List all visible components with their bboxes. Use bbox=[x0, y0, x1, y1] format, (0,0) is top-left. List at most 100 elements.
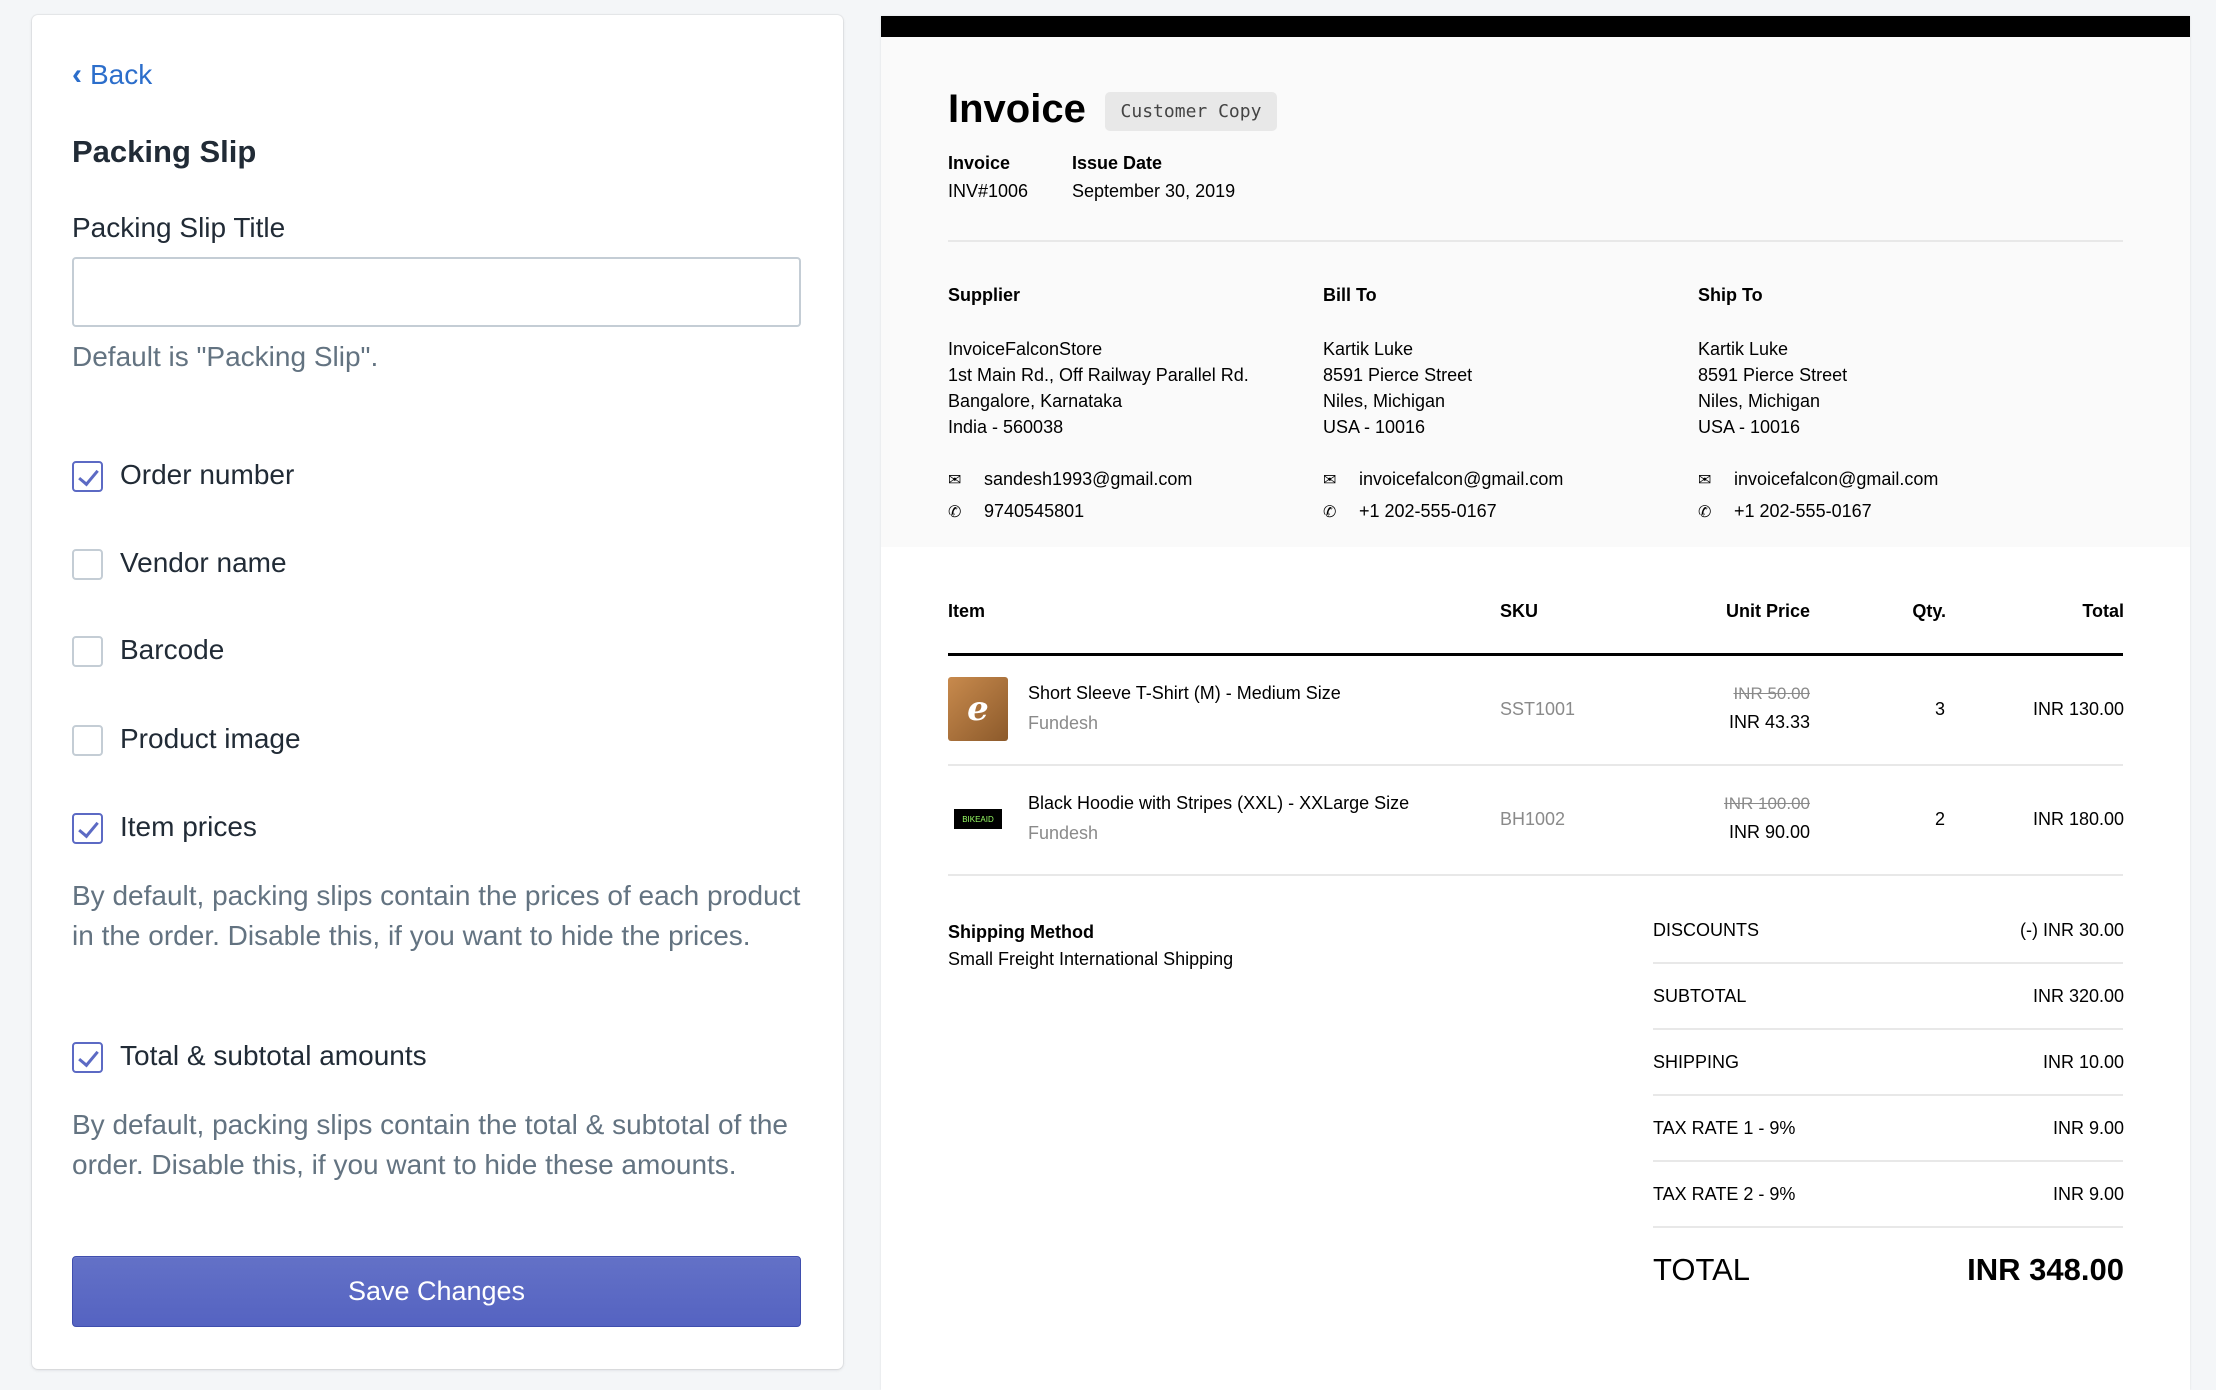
totals-help: By default, packing slips contain the to… bbox=[72, 1109, 788, 1180]
checkbox-0[interactable] bbox=[72, 461, 103, 492]
item-original-price: INR 50.00 bbox=[1733, 684, 1810, 703]
address-line: Niles, Michigan bbox=[1323, 391, 1446, 411]
address-line: InvoiceFalconStore bbox=[948, 339, 1103, 359]
product-image: e bbox=[948, 677, 1008, 741]
invoice-number: INV#1006 bbox=[948, 181, 1029, 201]
prices-help: By default, packing slips contain the pr… bbox=[72, 880, 801, 951]
item-qty: 3 bbox=[1935, 699, 1946, 719]
item-total: INR 130.00 bbox=[2032, 699, 2124, 719]
address-line: Kartik Luke bbox=[1323, 339, 1414, 359]
chevron-left-icon: ‹ bbox=[72, 58, 82, 91]
summary-label: SHIPPING bbox=[1653, 1052, 1740, 1072]
address-line: USA - 10016 bbox=[1698, 417, 1801, 437]
column-header: Unit Price bbox=[1725, 601, 1810, 621]
checkbox-label: Barcode bbox=[120, 634, 225, 665]
summary-divider bbox=[1653, 1094, 2123, 1096]
address-line: 1st Main Rd., Off Railway Parallel Rd. bbox=[948, 365, 1249, 385]
invoice-number-label: Invoice bbox=[948, 153, 1011, 173]
summary-label: TAX RATE 1 - 9% bbox=[1653, 1118, 1796, 1138]
customer-copy-badge: Customer Copy bbox=[1105, 92, 1277, 131]
save-changes-button[interactable]: Save Changes bbox=[72, 1256, 801, 1327]
title-help: Default is "Packing Slip". bbox=[72, 341, 379, 372]
packing-slip-title-input[interactable] bbox=[72, 257, 801, 327]
address-line: 8591 Pierce Street bbox=[1323, 365, 1473, 385]
item-name: Short Sleeve T-Shirt (M) - Medium Size bbox=[1028, 683, 1341, 703]
checkbox-label: Product image bbox=[120, 723, 301, 754]
issue-date: September 30, 2019 bbox=[1072, 181, 1236, 201]
item-name: Black Hoodie with Stripes (XXL) - XXLarg… bbox=[1028, 793, 1410, 813]
party-email: invoicefalcon@gmail.com bbox=[1734, 469, 1939, 489]
envelope-icon: ✉ bbox=[1323, 472, 1337, 489]
item-vendor: Fundesh bbox=[1028, 713, 1099, 733]
item-sku: SST1001 bbox=[1500, 699, 1576, 719]
row-divider bbox=[948, 874, 2123, 876]
phone-icon: ✆ bbox=[1323, 504, 1337, 521]
address-line: India - 560038 bbox=[948, 417, 1064, 437]
column-header: SKU bbox=[1500, 601, 1539, 621]
party-phone: +1 202-555-0167 bbox=[1359, 501, 1497, 521]
item-unit-price: INR 43.33 bbox=[1728, 712, 1810, 732]
summary-label: TAX RATE 2 - 9% bbox=[1653, 1184, 1796, 1204]
checkbox-2[interactable] bbox=[72, 636, 103, 667]
settings-card bbox=[32, 15, 843, 1369]
item-original-price: INR 100.00 bbox=[1724, 794, 1810, 813]
checkbox-label: Item prices bbox=[120, 811, 257, 842]
page-title: Packing Slip bbox=[72, 134, 257, 169]
summary-value: INR 320.00 bbox=[2032, 986, 2124, 1006]
address-line: Bangalore, Karnataka bbox=[948, 391, 1123, 411]
summary-divider bbox=[1653, 962, 2123, 964]
product-image: BIKEAID bbox=[954, 809, 1002, 829]
envelope-icon: ✉ bbox=[1698, 472, 1712, 489]
row-divider bbox=[948, 764, 2123, 766]
party-email: sandesh1993@gmail.com bbox=[984, 469, 1193, 489]
envelope-icon: ✉ bbox=[948, 472, 962, 489]
invoice-header bbox=[881, 37, 2190, 547]
invoice-top-bar bbox=[881, 16, 2190, 37]
invoice-title: Invoice bbox=[948, 87, 1086, 131]
summary-label: SUBTOTAL bbox=[1653, 986, 1747, 1006]
summary-value: INR 9.00 bbox=[2052, 1184, 2124, 1204]
item-unit-price: INR 90.00 bbox=[1728, 822, 1810, 842]
checkbox-label: Vendor name bbox=[120, 547, 287, 578]
party-email: invoicefalcon@gmail.com bbox=[1359, 469, 1564, 489]
item-total: INR 180.00 bbox=[2032, 809, 2124, 829]
summary-value: INR 10.00 bbox=[2042, 1052, 2124, 1072]
summary-divider bbox=[1653, 1226, 2123, 1228]
table-header-rule bbox=[948, 653, 2123, 656]
checkbox-label: Order number bbox=[120, 459, 295, 490]
item-qty: 2 bbox=[1935, 809, 1946, 829]
column-header: Item bbox=[948, 601, 986, 621]
issue-date-label: Issue Date bbox=[1072, 153, 1163, 173]
checkbox-3[interactable] bbox=[72, 725, 103, 756]
party-heading: Bill To bbox=[1323, 285, 1377, 305]
party-phone: 9740545801 bbox=[984, 501, 1085, 521]
checkbox-5[interactable] bbox=[72, 1042, 103, 1073]
column-header: Total bbox=[2082, 601, 2124, 621]
item-vendor: Fundesh bbox=[1028, 823, 1099, 843]
shipping-method-label: Shipping Method bbox=[948, 922, 1094, 942]
party-heading: Supplier bbox=[948, 285, 1021, 305]
title-field-label: Packing Slip Title bbox=[72, 212, 286, 243]
address-line: Kartik Luke bbox=[1698, 339, 1789, 359]
address-line: USA - 10016 bbox=[1323, 417, 1426, 437]
summary-divider bbox=[1653, 1160, 2123, 1162]
grand-total: INR 348.00 bbox=[1967, 1252, 2124, 1287]
shipping-method: Small Freight International Shipping bbox=[948, 949, 1234, 969]
phone-icon: ✆ bbox=[948, 504, 962, 521]
item-sku: BH1002 bbox=[1500, 809, 1566, 829]
party-heading: Ship To bbox=[1698, 285, 1763, 305]
summary-value: (-) INR 30.00 bbox=[2019, 920, 2124, 940]
checkbox-label: Total & subtotal amounts bbox=[120, 1040, 427, 1071]
party-phone: +1 202-555-0167 bbox=[1734, 501, 1872, 521]
summary-label: DISCOUNTS bbox=[1653, 920, 1760, 940]
summary-divider bbox=[1653, 1028, 2123, 1030]
address-line: Niles, Michigan bbox=[1698, 391, 1821, 411]
column-header: Qty. bbox=[1912, 601, 1946, 621]
divider bbox=[948, 240, 2123, 242]
address-line: 8591 Pierce Street bbox=[1698, 365, 1848, 385]
summary-value: INR 9.00 bbox=[2052, 1118, 2124, 1138]
phone-icon: ✆ bbox=[1698, 504, 1712, 521]
checkbox-4[interactable] bbox=[72, 813, 103, 844]
back-link[interactable]: ‹ Back bbox=[72, 58, 153, 91]
checkbox-1[interactable] bbox=[72, 549, 103, 580]
